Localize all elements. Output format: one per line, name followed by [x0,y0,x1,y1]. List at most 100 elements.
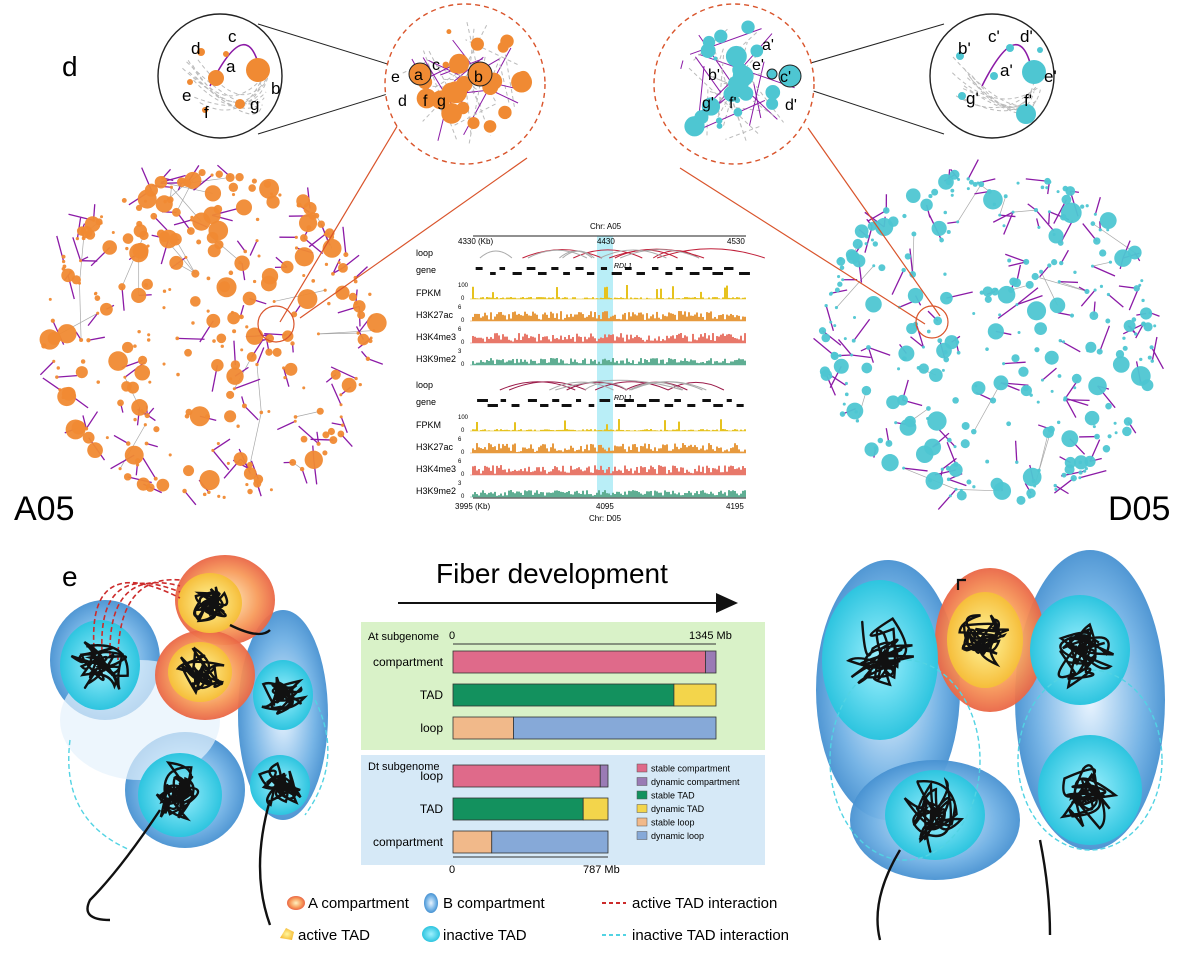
loop-edge [39,360,55,376]
network-node [971,381,986,395]
network-node [904,253,912,260]
zoom-edge [434,59,479,88]
network-node [252,279,257,284]
network-node [1049,297,1066,314]
signal-bar [646,491,648,497]
signal-bar [710,491,712,497]
network-node [1061,194,1072,205]
signal-bar [592,336,594,343]
signal-bar [544,429,546,431]
network-node [259,410,264,415]
zoom-node [694,123,704,133]
loop-edge [825,305,835,331]
signal-bar [500,312,502,321]
loop-edge [1042,367,1057,381]
loop-arc [608,248,705,259]
signal-bar [488,297,490,299]
signal-bar [562,451,564,453]
signal-bar [564,420,566,431]
signal-bar [604,490,606,497]
signal-bar [676,319,678,321]
signal-bar [534,337,536,343]
zoom-node [701,97,721,116]
signal-bar [616,360,618,365]
signal-bar [502,359,504,365]
network-node [217,494,221,498]
network-node [966,187,970,191]
signal-bar [498,430,500,431]
gene-block [636,272,645,275]
network-node [134,364,151,381]
signal-bar [630,334,632,343]
loop-edge [243,405,259,421]
signal-bar [744,490,746,497]
signal-bar [624,465,626,475]
network-node [161,176,165,180]
signal-bar [518,470,520,475]
signal-bar [626,285,628,299]
network-node [1122,336,1126,340]
signal-bar [576,490,578,497]
network-node [265,334,275,343]
loop-edge [1135,323,1145,339]
loop-edge [249,240,258,256]
network-node [948,494,952,498]
network-node [303,201,317,216]
loop-edge [853,318,871,342]
signal-bar [480,317,482,321]
network-node [140,409,144,413]
signal-bar [560,335,562,343]
signal-bar [612,492,614,497]
signal-bar [596,469,598,475]
signal-bar [496,429,498,431]
network-node [245,482,249,487]
signal-bar [660,341,662,343]
network-node [1112,356,1130,373]
network-node [834,287,840,293]
signal-bar [666,491,668,497]
signal-bar [734,338,736,343]
d05-zoom-circle: a'b' c'd'e'f'g' [653,3,815,165]
zoom-edge [747,74,784,123]
signal-bar [730,465,732,475]
signal-bar [528,338,530,343]
signal-bar [558,297,560,299]
signal-bar [712,318,714,321]
network-node [1023,258,1030,265]
network-node [841,278,845,282]
signal-bar [610,450,612,453]
signal-bar [560,450,562,453]
signal-bar [702,466,704,475]
signal-bar [740,429,742,431]
signal-bar [582,490,584,497]
network-node [1150,359,1154,363]
bar-legend-swatch [636,817,648,827]
signal-bar [598,470,600,475]
track-label: gene [416,397,436,407]
track-scale-zero: 0 [461,450,465,456]
signal-bar [740,319,742,321]
network-node [198,168,206,177]
signal-bar [598,315,600,321]
signal-bar [736,429,738,431]
loop-edge [992,211,1014,223]
loop-edge [1014,440,1018,463]
inset-edge [971,75,1035,114]
network-node [1040,185,1045,190]
network-node [1084,288,1090,294]
signal-bar [712,363,714,365]
network-node [939,237,944,243]
inset-node-label: e' [1044,67,1057,86]
loop-edge [1016,295,1043,306]
signal-bar [476,421,478,431]
network-node [131,399,148,416]
signal-bar [506,336,508,343]
network-node [324,262,329,266]
signal-bar [626,451,628,453]
bar-category-label: TAD [420,802,443,816]
signal-bar [620,429,622,431]
chromatin-fiber [846,616,915,687]
network-node [100,215,104,219]
network-node [175,336,180,341]
track-rows-d05: loopgeneFPKM1000H3K27ac60H3K4me360H3K9me… [416,379,746,500]
